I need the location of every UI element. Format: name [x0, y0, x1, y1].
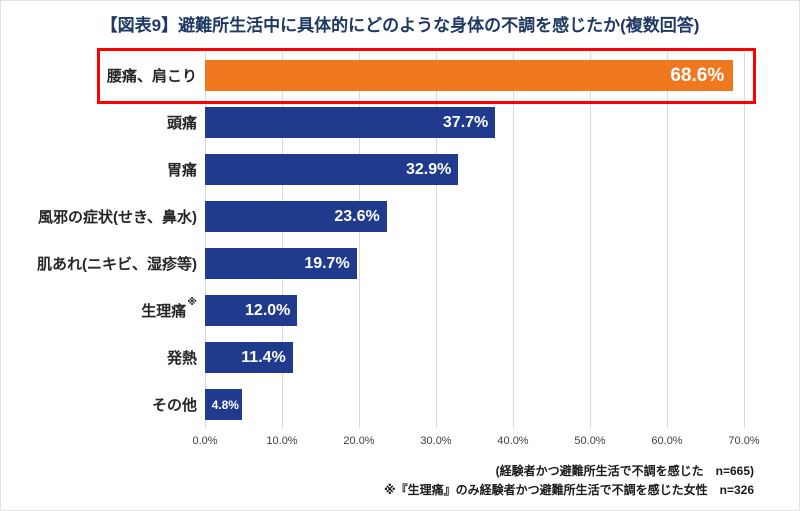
category-label: 生理痛 ※	[141, 297, 197, 320]
bar-value-label: 19.7%	[304, 254, 350, 272]
bar-row: 23.6%	[205, 193, 744, 240]
x-tick-label: 40.0%	[497, 435, 529, 447]
category-label: 腰痛、肩こり	[106, 68, 197, 85]
bar-row: 4.8%	[205, 381, 744, 428]
x-tick-label: 60.0%	[651, 435, 683, 447]
bar-row: 37.7%	[205, 99, 744, 146]
bar-row: 19.7%	[205, 240, 744, 287]
footnote-line-2: ※『生理痛』のみ経験者かつ避難所生活で不調を感じた女性 n=326	[383, 482, 754, 497]
gridline	[359, 52, 360, 428]
gridline	[590, 52, 591, 428]
gridlines	[205, 52, 745, 428]
bar-value-label: 23.6%	[334, 207, 380, 225]
chart-body: 腰痛、肩こり頭痛胃痛風邪の症状(せき、鼻水) 肌あれ(ニキビ、湿疹等) 生理痛 ※ 発熱…	[5, 52, 745, 428]
bar-row: 32.9%	[205, 146, 744, 193]
bar: 32.9%	[205, 154, 459, 185]
bar-value-label: 11.4%	[241, 348, 286, 366]
bar-value-label: 4.8%	[211, 397, 239, 412]
chart-title: 【図表9】避難所生活中に具体的にどのような身体の不調を感じたか(複数回答)	[100, 16, 700, 35]
x-tick-label: 30.0%	[420, 435, 452, 447]
x-tick-label: 10.0%	[266, 435, 298, 447]
footnotes: (経験者かつ避難所生活で不調を感じた n=665) ※『生理痛』のみ経験者かつ避…	[1, 462, 754, 499]
bar: 68.6%	[205, 60, 734, 91]
x-tick-label: 0.0%	[192, 435, 218, 447]
bar: 11.4%	[205, 342, 293, 373]
bar: 19.7%	[205, 248, 357, 279]
gridline	[282, 52, 283, 428]
gridline	[513, 52, 514, 428]
category-superscript: ※	[187, 297, 197, 308]
bar-value-label: 32.9%	[405, 160, 452, 178]
bar-value-label: 12.0%	[245, 301, 291, 319]
gridline	[667, 52, 668, 428]
category-label: 風邪の症状(せき、鼻水)	[38, 209, 197, 226]
x-tick-label: 50.0%	[574, 435, 606, 447]
category-label: 胃痛	[166, 162, 197, 179]
gridline	[205, 52, 206, 428]
bar-value-label: 68.6%	[670, 64, 725, 86]
category-label: 頭痛	[166, 115, 197, 132]
plot-area: 68.6% 37.7% 32.9% 23.6% 19.7% 12.0% 11.4% 4.8%	[205, 52, 745, 428]
category-label: その他	[151, 397, 197, 414]
bar-row: 12.0%	[205, 287, 744, 334]
gridline	[744, 52, 745, 428]
footnote-line-1: (経験者かつ避難所生活で不調を感じた n=665)	[495, 464, 754, 478]
category-label: 肌あれ(ニキビ、湿疹等)	[37, 256, 197, 273]
bar: 12.0%	[205, 295, 298, 326]
x-axis: 0.0% 10.0% 20.0% 30.0% 40.0% 50.0% 60.0% 70.0%	[192, 428, 759, 452]
bar: 37.7%	[205, 107, 496, 138]
chart: 腰痛、肩こり頭痛胃痛風邪の症状(せき、鼻水) 肌あれ(ニキビ、湿疹等) 生理痛 ※ 発熱…	[5, 48, 760, 452]
bar: 23.6%	[205, 201, 387, 232]
x-tick-label: 70.0%	[728, 435, 760, 447]
bar-rows: 68.6% 37.7% 32.9% 23.6% 19.7% 12.0% 11.4% 4.8%	[205, 52, 744, 428]
category-labels: 腰痛、肩こり頭痛胃痛風邪の症状(せき、鼻水) 肌あれ(ニキビ、湿疹等) 生理痛 ※ 発熱…	[5, 52, 205, 428]
gridline	[436, 52, 437, 428]
x-tick-label: 20.0%	[343, 435, 375, 447]
bar-row: 11.4%	[205, 334, 744, 381]
bar: 4.8%	[205, 389, 242, 420]
category-label: 発熱	[166, 350, 197, 367]
bar-row: 68.6%	[205, 52, 744, 99]
bar-value-label: 37.7%	[442, 113, 489, 131]
